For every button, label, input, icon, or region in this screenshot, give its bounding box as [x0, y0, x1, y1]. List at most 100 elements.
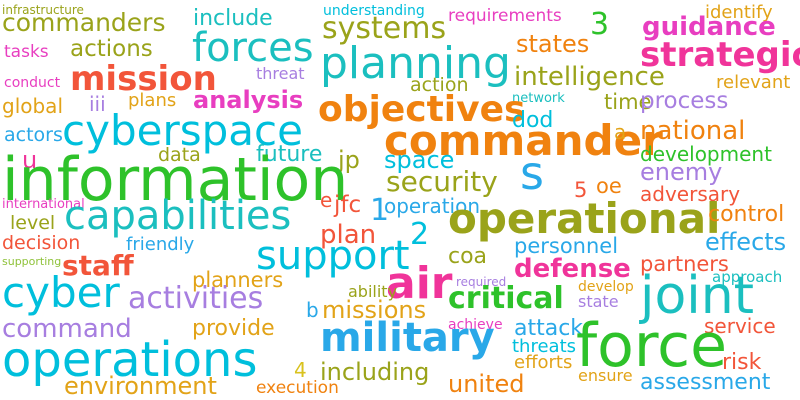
cloud-word: missions — [322, 296, 427, 324]
cloud-word: s — [520, 146, 544, 200]
cloud-word: future — [256, 142, 323, 167]
cloud-word: systems — [322, 11, 447, 46]
cloud-word: approach — [712, 268, 783, 286]
cloud-word: data — [158, 144, 201, 166]
cloud-word: dod — [512, 108, 554, 133]
cloud-word: time — [604, 90, 652, 114]
cloud-word: united — [448, 370, 525, 398]
cloud-word: develop — [578, 279, 634, 295]
cloud-word: effects — [705, 228, 787, 256]
cloud-word: conduct — [4, 75, 61, 91]
cloud-word: jp — [338, 146, 360, 174]
cloud-word: cyberspace — [62, 106, 303, 155]
cloud-word: analysis — [193, 86, 304, 114]
cloud-word: 3 — [590, 7, 610, 42]
cloud-word: support — [256, 233, 410, 279]
cloud-word: understanding — [323, 3, 425, 19]
cloud-word: supporting — [2, 255, 62, 268]
cloud-word: command — [2, 314, 132, 344]
cloud-word: actions — [70, 36, 153, 62]
cloud-word: international — [2, 197, 85, 212]
cloud-word: partners — [640, 252, 729, 276]
cloud-word: actors — [4, 124, 63, 146]
cloud-word: information — [2, 145, 349, 215]
cloud-word: jfc — [334, 192, 362, 218]
cloud-word: threat — [256, 64, 305, 83]
cloud-word: tasks — [4, 42, 49, 62]
cloud-word: control — [708, 202, 785, 227]
cloud-word: mission — [70, 59, 217, 99]
cloud-word: ability — [348, 282, 398, 301]
cloud-word: plan — [320, 220, 377, 250]
cloud-word: enemy — [640, 158, 723, 186]
cloud-word: commander — [384, 116, 663, 165]
cloud-word: achieve — [448, 317, 503, 333]
cloud-word: global — [2, 94, 63, 118]
cloud-word: operational — [448, 194, 721, 243]
cloud-word: intelligence — [514, 62, 665, 92]
cloud-word: air — [386, 258, 453, 309]
cloud-word: activities — [128, 281, 264, 316]
cloud-word: 4 — [294, 358, 307, 382]
cloud-word: national — [640, 116, 746, 146]
cloud-word: states — [516, 30, 590, 58]
cloud-word: cyber — [2, 268, 120, 317]
cloud-word: level — [10, 212, 56, 234]
cloud-word: execution — [256, 378, 339, 398]
cloud-word: operations — [2, 332, 258, 388]
cloud-word: threats — [512, 336, 577, 357]
cloud-word: oe — [596, 174, 622, 198]
cloud-word: personnel — [514, 234, 619, 258]
cloud-word: service — [704, 314, 776, 338]
cloud-word: coa — [448, 244, 488, 269]
cloud-word: friendly — [126, 234, 195, 255]
cloud-word: guidance — [642, 12, 776, 42]
cloud-word: e — [320, 188, 333, 212]
cloud-word: space — [384, 146, 455, 174]
cloud-word: staff — [62, 249, 134, 282]
cloud-word: decision — [2, 232, 81, 254]
cloud-word: risk — [722, 350, 762, 375]
cloud-word: efforts — [514, 352, 573, 373]
cloud-word: infrastructure — [2, 3, 84, 17]
cloud-word: military — [320, 315, 495, 361]
cloud-word: 2 — [410, 217, 430, 252]
cloud-word: capabilities — [64, 193, 292, 239]
cloud-word: environment — [64, 372, 217, 400]
cloud-word: u — [22, 146, 38, 174]
cloud-word: 1 — [370, 193, 390, 228]
cloud-word: action — [410, 74, 469, 96]
cloud-word: security — [386, 165, 498, 198]
cloud-word: relevant — [716, 72, 791, 93]
cloud-word: state — [578, 292, 619, 311]
cloud-word: planning — [320, 38, 511, 89]
cloud-word: identify — [705, 2, 773, 23]
cloud-word: joint — [640, 266, 755, 326]
cloud-word: attack — [514, 316, 584, 341]
cloud-word: commanders — [2, 8, 166, 37]
cloud-word: plans — [128, 90, 177, 111]
cloud-word: force — [576, 311, 728, 381]
cloud-word: critical — [448, 281, 564, 316]
cloud-word: iii — [89, 92, 106, 116]
cloud-word: required — [456, 275, 507, 289]
cloud-word: objectives — [318, 89, 526, 130]
cloud-word: development — [640, 142, 772, 166]
cloud-word: ensure — [578, 366, 633, 385]
cloud-word: requirements — [448, 6, 562, 26]
cloud-word: 5 — [574, 178, 588, 202]
cloud-word: b — [306, 298, 319, 322]
cloud-word: include — [193, 6, 273, 31]
cloud-word: assessment — [640, 370, 771, 395]
cloud-word: operation — [384, 194, 481, 218]
cloud-word: strategic — [640, 35, 800, 75]
cloud-word: process — [640, 88, 729, 114]
cloud-word: forces — [192, 25, 314, 71]
cloud-word: provide — [192, 316, 275, 341]
cloud-word: a — [614, 120, 627, 144]
cloud-word: network — [512, 91, 565, 106]
cloud-word: adversary — [640, 182, 741, 206]
cloud-word: including — [320, 358, 430, 386]
cloud-word: planners — [192, 268, 284, 292]
